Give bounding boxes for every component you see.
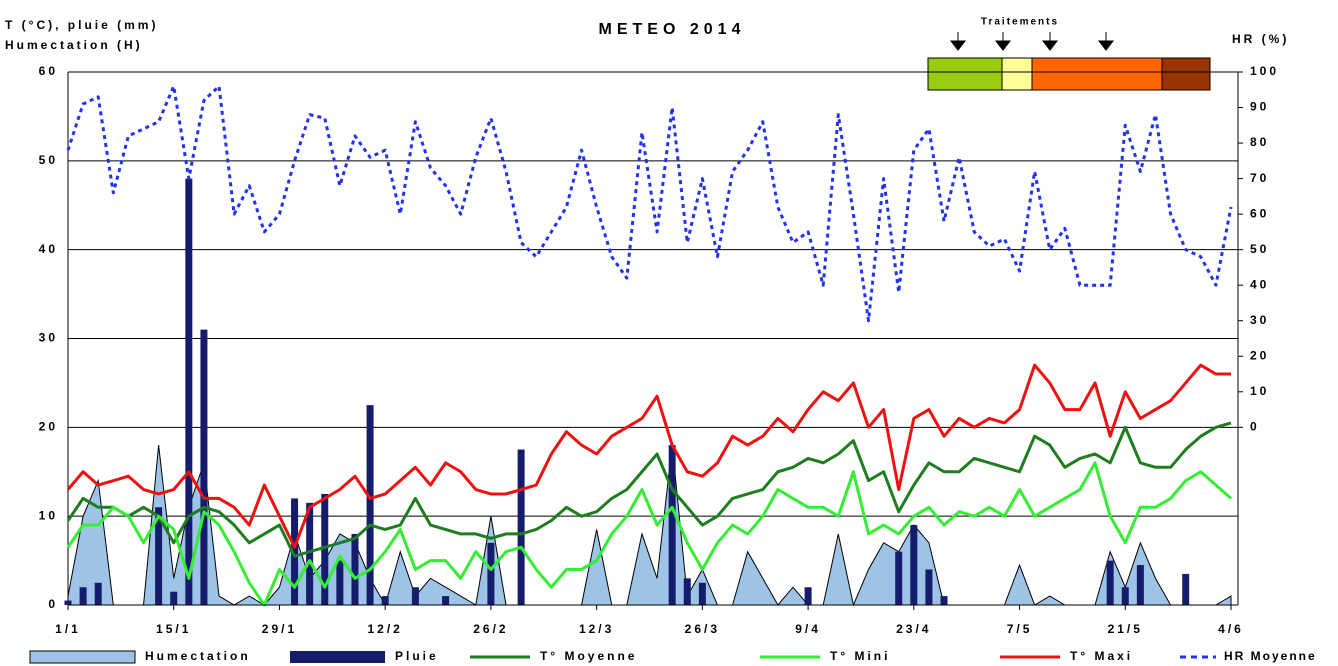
line-series bbox=[66, 461, 1232, 607]
y-tick-label: 50 bbox=[39, 153, 58, 167]
x-tick-label: 26/3 bbox=[685, 622, 720, 636]
rain-bar bbox=[381, 596, 389, 605]
x-tick-label: 9/4 bbox=[795, 622, 821, 636]
y-tick-label: 20 bbox=[39, 420, 58, 434]
y2-tick-label: 0 bbox=[1250, 420, 1260, 434]
legend-swatch bbox=[29, 650, 136, 664]
treatments bbox=[927, 32, 1211, 91]
rain-bar bbox=[1106, 560, 1114, 605]
rain-bar bbox=[94, 582, 102, 605]
legend-swatch bbox=[290, 651, 385, 663]
x-tick-label: 26/2 bbox=[473, 622, 508, 636]
y-axis-label: Humectation (H) bbox=[5, 38, 143, 52]
rain-bar bbox=[1136, 565, 1144, 605]
x-tick-label: 23/4 bbox=[896, 622, 931, 636]
x-tick-label: 21/5 bbox=[1108, 622, 1143, 636]
rain-bar bbox=[321, 493, 329, 605]
rain-bar bbox=[170, 591, 178, 605]
y2-tick-label: 50 bbox=[1250, 242, 1269, 256]
rain-bar bbox=[668, 445, 676, 605]
y2-tick-label: 70 bbox=[1250, 171, 1269, 185]
rain-bar bbox=[366, 405, 374, 605]
rain-bar bbox=[683, 578, 691, 605]
rain-bar bbox=[351, 533, 359, 605]
rain-bar bbox=[79, 587, 87, 605]
rain-bar bbox=[200, 329, 208, 605]
y2-tick-label: 90 bbox=[1250, 100, 1269, 114]
annotation: Traitements bbox=[981, 17, 1059, 28]
rain-bar bbox=[411, 587, 419, 605]
x-tick-label: 15/1 bbox=[156, 622, 191, 636]
rain-bar bbox=[336, 560, 344, 605]
y2-tick-label: 80 bbox=[1250, 135, 1269, 149]
rain-bar bbox=[1121, 587, 1129, 605]
y2-tick-label: 60 bbox=[1250, 206, 1269, 220]
x-tick-label: 4/6 bbox=[1218, 622, 1244, 636]
y-tick-label: 0 bbox=[48, 597, 58, 611]
y2-tick-label: 20 bbox=[1250, 348, 1269, 362]
humectation-area bbox=[67, 445, 1232, 607]
chart-title: METEO 2014 bbox=[599, 21, 746, 38]
y-axis-label: T (°C), pluie (mm) bbox=[5, 18, 158, 32]
rain-bar bbox=[940, 596, 948, 605]
y2-tick-label: 10 bbox=[1250, 384, 1269, 398]
rain-bar bbox=[1182, 573, 1190, 605]
rain-bar bbox=[291, 498, 299, 605]
legend-label: T° Moyenne bbox=[540, 649, 637, 663]
legend-label: HR Moyenne bbox=[1224, 649, 1317, 663]
rain-bar bbox=[910, 525, 918, 605]
rain-bar bbox=[64, 600, 72, 605]
x-tick-label: 7/5 bbox=[1007, 622, 1033, 636]
legend-label: Humectation bbox=[145, 649, 251, 663]
y-tick-label: 30 bbox=[39, 331, 58, 345]
line-series bbox=[66, 363, 1231, 549]
legend-label: T° Mini bbox=[830, 649, 890, 663]
rain-bar bbox=[155, 507, 163, 605]
y2-tick-label: 40 bbox=[1250, 277, 1269, 291]
y2-axis-label: HR (%) bbox=[1232, 32, 1289, 46]
y-tick-label: 10 bbox=[39, 508, 58, 522]
x-tick-label: 29/1 bbox=[262, 622, 297, 636]
rain-bar bbox=[925, 569, 933, 605]
x-tick-label: 1/1 bbox=[55, 622, 81, 636]
x-tick-label: 12/2 bbox=[368, 622, 403, 636]
rain-bar bbox=[698, 582, 706, 605]
line-series bbox=[66, 421, 1232, 558]
y-tick-label: 40 bbox=[39, 242, 58, 256]
rain-bar bbox=[442, 596, 450, 605]
rain-bar bbox=[185, 178, 193, 605]
legend-label: T° Maxi bbox=[1070, 649, 1133, 663]
y-tick-label: 60 bbox=[39, 64, 58, 78]
y2-tick-label: 30 bbox=[1250, 313, 1269, 327]
rain-bar bbox=[517, 449, 525, 605]
x-tick-label: 12/3 bbox=[579, 622, 614, 636]
y2-tick-label: 100 bbox=[1250, 64, 1279, 78]
rain-bar bbox=[306, 502, 314, 605]
legend-label: Pluie bbox=[395, 649, 439, 663]
rain-bar bbox=[487, 542, 495, 605]
rain-bar bbox=[804, 587, 812, 605]
line-series bbox=[66, 84, 1233, 323]
rain-bar bbox=[895, 551, 903, 605]
